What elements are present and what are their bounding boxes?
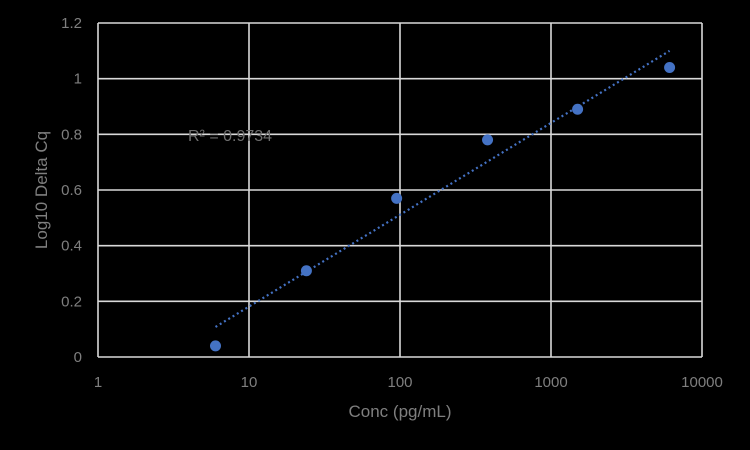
y-tick-label: 0.4	[61, 238, 82, 255]
x-tick-label: 1000	[534, 374, 567, 391]
data-point	[391, 192, 403, 204]
y-tick-label: 0.6	[61, 182, 82, 199]
trendline-dotted	[214, 49, 671, 328]
x-tick-label: 1	[94, 374, 102, 391]
y-tick-label: 0.8	[61, 126, 82, 143]
data-points	[210, 62, 676, 352]
data-point	[482, 134, 494, 146]
x-axis-title: Conc (pg/mL)	[349, 402, 452, 421]
x-tick-label: 10	[241, 374, 258, 391]
gridlines	[97, 22, 703, 358]
data-point	[210, 340, 222, 352]
data-point	[664, 62, 676, 74]
x-axis-tick-labels: 1 10 100 1000 10000	[94, 374, 723, 391]
y-tick-label: 1	[74, 71, 82, 88]
data-point	[572, 103, 584, 115]
trendline	[214, 49, 671, 328]
y-axis-tick-labels: 0 0.2 0.4 0.6 0.8 1 1.2	[61, 15, 82, 366]
y-tick-label: 0.2	[61, 293, 82, 310]
data-point	[300, 265, 312, 277]
y-tick-label: 0	[74, 349, 82, 366]
x-tick-label: 10000	[681, 374, 723, 391]
y-axis-title: Log10 Delta Cq	[32, 131, 51, 249]
x-tick-label: 100	[387, 374, 412, 391]
y-tick-label: 1.2	[61, 15, 82, 32]
r-squared-annotation: R² = 0.9734	[188, 128, 272, 145]
